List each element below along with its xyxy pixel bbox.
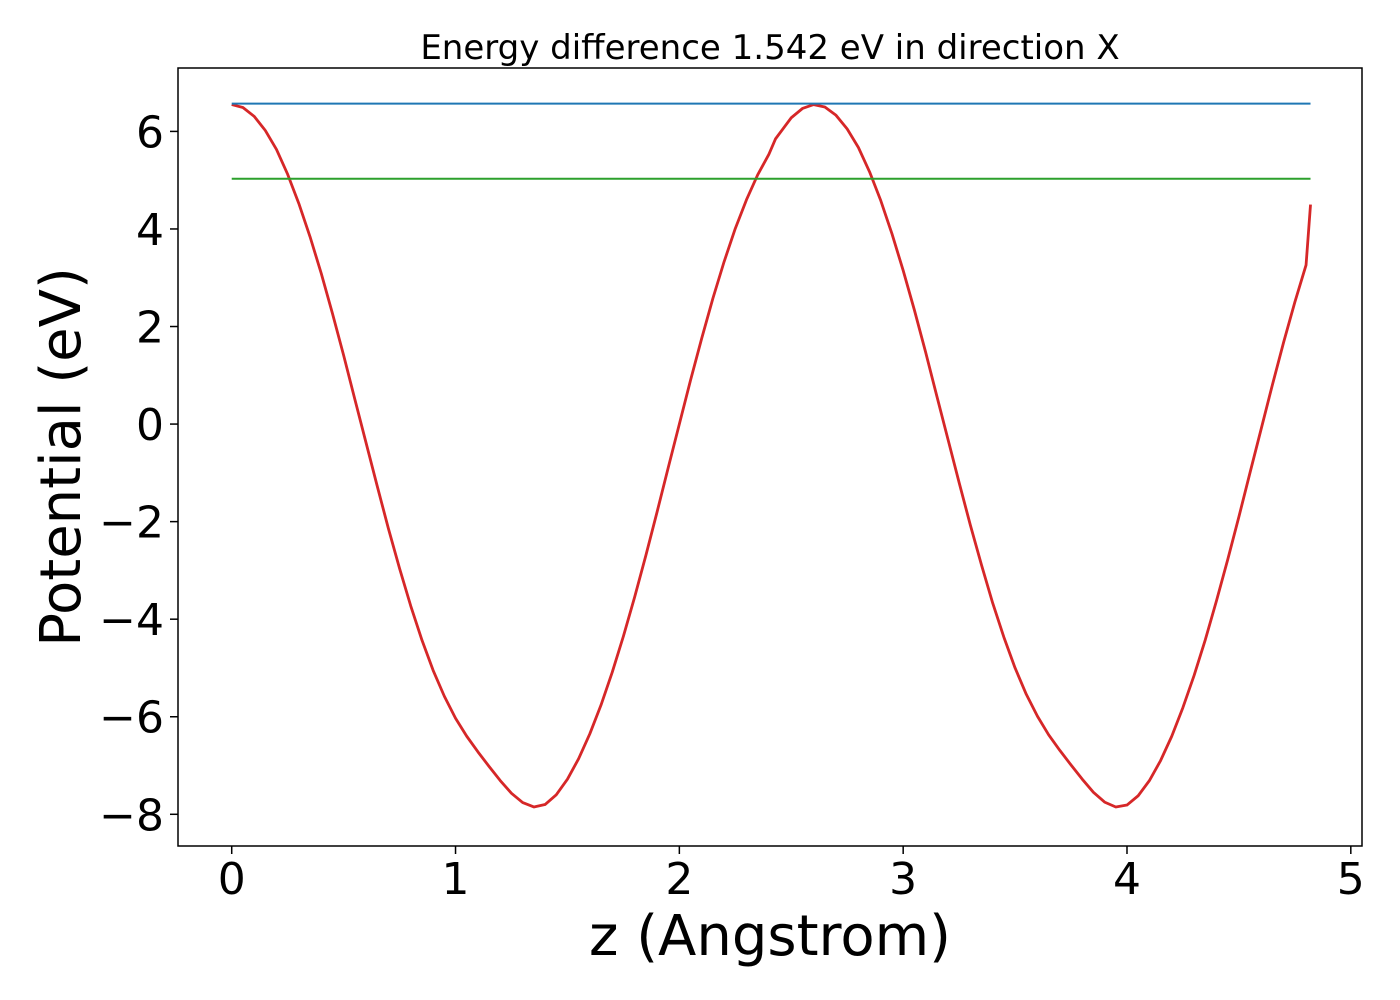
x-tick-label: 1 bbox=[442, 854, 470, 905]
x-tick-label: 3 bbox=[889, 854, 917, 905]
y-tick-label: −6 bbox=[99, 693, 164, 744]
y-tick-label: 4 bbox=[136, 205, 164, 256]
series-layer bbox=[231, 102, 1312, 809]
y-axis-label: Potential (eV) bbox=[29, 267, 94, 647]
y-tick-label: 2 bbox=[136, 303, 164, 354]
plot-area bbox=[177, 67, 1363, 847]
x-tick-label: 4 bbox=[1113, 854, 1141, 905]
x-axis-ticks: 0 1 2 3 4 5 bbox=[218, 846, 1365, 905]
chart-title: Energy difference 1.542 eV in direction … bbox=[420, 28, 1119, 68]
y-tick-label: −8 bbox=[99, 790, 164, 841]
x-tick-label: 0 bbox=[218, 854, 246, 905]
y-axis-ticks: −8 −6 −4 −2 0 2 4 6 bbox=[99, 107, 178, 841]
y-tick-label: −2 bbox=[99, 498, 164, 549]
y-tick-label: −4 bbox=[99, 595, 164, 646]
y-tick-label: 6 bbox=[136, 107, 164, 158]
x-tick-label: 5 bbox=[1337, 854, 1365, 905]
potential-curve bbox=[231, 103, 1312, 809]
x-axis-label: z (Angstrom) bbox=[589, 904, 951, 969]
y-tick-label: 0 bbox=[136, 400, 164, 451]
x-tick-label: 2 bbox=[665, 854, 693, 905]
plot-frame bbox=[177, 67, 1363, 847]
